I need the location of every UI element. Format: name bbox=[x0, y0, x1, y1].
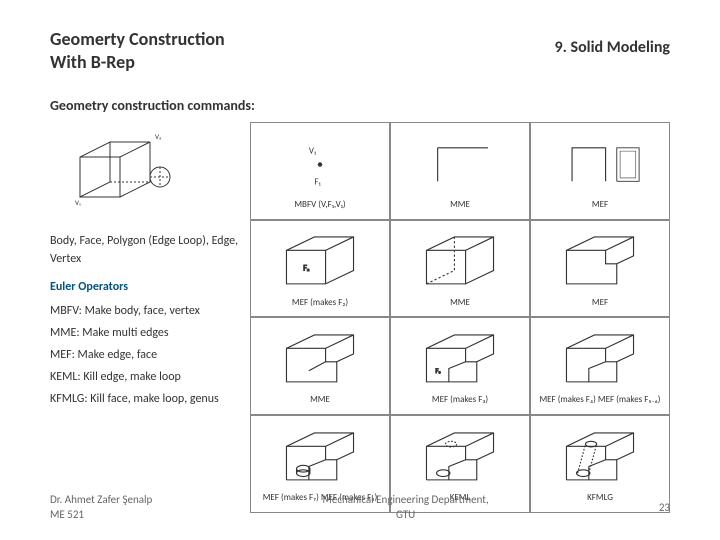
step-cell-7: MME bbox=[250, 317, 390, 415]
isometric-reference-diagram: V₁ V₅ bbox=[50, 122, 250, 222]
cap-1: MBFV (V,F₁,V₁) bbox=[294, 198, 345, 211]
operator-mme: MME: Make multi edges bbox=[50, 324, 250, 342]
slide-title-left: Geomerty Construction With B-Rep bbox=[50, 28, 225, 75]
construction-steps-grid: V₁ F₁ MBFV (V,F₁,V₁) MME MEF F₂ MEF (make… bbox=[250, 122, 670, 482]
svg-text:F₂: F₂ bbox=[303, 265, 310, 274]
cap-7: MME bbox=[310, 393, 330, 406]
operator-mbfv: MBFV: Make body, face, vertex bbox=[50, 302, 250, 320]
title-line-1: Geomerty Construction bbox=[50, 28, 225, 51]
step-cell-8: F₃ MEF (makes F₃) bbox=[390, 317, 530, 415]
footer-department: Mechanical Engineering Department, GTU bbox=[322, 493, 488, 522]
svg-text:F₃: F₃ bbox=[435, 367, 440, 375]
svg-text:F₁: F₁ bbox=[314, 176, 321, 187]
author-name: Dr. Ahmet Zafer Şenalp bbox=[50, 493, 152, 507]
step-cell-9: MEF (makes F₄) MEF (makes F₅₋₆) bbox=[530, 317, 670, 415]
step-cell-1: V₁ F₁ MBFV (V,F₁,V₁) bbox=[250, 122, 390, 220]
operator-kfmlg: KFMLG: Kill face, make loop, genus bbox=[50, 390, 250, 408]
page-number: 23 bbox=[659, 501, 670, 514]
section-subheading: Geometry construction commands: bbox=[0, 75, 720, 114]
dept-line-1: Mechanical Engineering Department, bbox=[322, 493, 488, 507]
slide-footer: Dr. Ahmet Zafer Şenalp ME 521 Mechanical… bbox=[0, 493, 720, 522]
cap-9: MEF (makes F₄) MEF (makes F₅₋₆) bbox=[539, 393, 660, 406]
operators-title: Euler Operators bbox=[50, 278, 250, 296]
cap-3: MEF bbox=[592, 198, 608, 211]
step-cell-3: MEF bbox=[530, 122, 670, 220]
cap-2: MME bbox=[450, 198, 470, 211]
cap-4: MEF (makes F₂) bbox=[292, 296, 348, 309]
cap-6: MEF bbox=[592, 296, 608, 309]
dept-line-2: GTU bbox=[322, 508, 488, 522]
svg-text:V₁: V₁ bbox=[309, 145, 317, 156]
content-area: V₁ V₅ Body, Face, Polygon (Edge Loop), E… bbox=[50, 122, 670, 482]
operator-mef: MEF: Make edge, face bbox=[50, 346, 250, 364]
step-cell-4: F₂ MEF (makes F₂) bbox=[250, 220, 390, 318]
step-cell-2: MME bbox=[390, 122, 530, 220]
svg-text:V₅: V₅ bbox=[155, 132, 161, 141]
footer-author: Dr. Ahmet Zafer Şenalp ME 521 bbox=[50, 493, 152, 522]
course-code: ME 521 bbox=[50, 508, 152, 522]
svg-text:V₁: V₁ bbox=[75, 198, 81, 207]
chapter-heading: 9. Solid Modeling bbox=[555, 28, 670, 57]
definitions-column: Body, Face, Polygon (Edge Loop), Edge, V… bbox=[50, 232, 250, 412]
step-cell-6: MEF bbox=[530, 220, 670, 318]
operator-keml: KEML: Kill edge, make loop bbox=[50, 368, 250, 386]
cap-5: MME bbox=[450, 296, 470, 309]
step-cell-5: MME bbox=[390, 220, 530, 318]
cap-8: MEF (makes F₃) bbox=[432, 393, 488, 406]
entity-list: Body, Face, Polygon (Edge Loop), Edge, V… bbox=[50, 232, 250, 268]
title-line-2: With B-Rep bbox=[50, 51, 225, 74]
